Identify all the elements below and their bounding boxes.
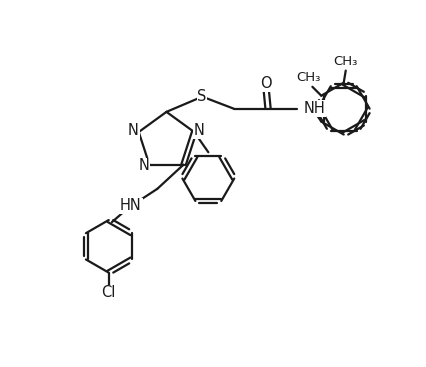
- Text: CH₃: CH₃: [334, 55, 358, 68]
- Text: NH: NH: [303, 101, 325, 116]
- Text: CH₃: CH₃: [296, 71, 320, 84]
- Text: HN: HN: [120, 198, 142, 213]
- Text: N: N: [128, 123, 139, 138]
- Text: O: O: [260, 76, 272, 91]
- Text: S: S: [197, 89, 207, 104]
- Text: Cl: Cl: [101, 286, 116, 300]
- Text: N: N: [138, 158, 150, 173]
- Text: N: N: [194, 123, 205, 138]
